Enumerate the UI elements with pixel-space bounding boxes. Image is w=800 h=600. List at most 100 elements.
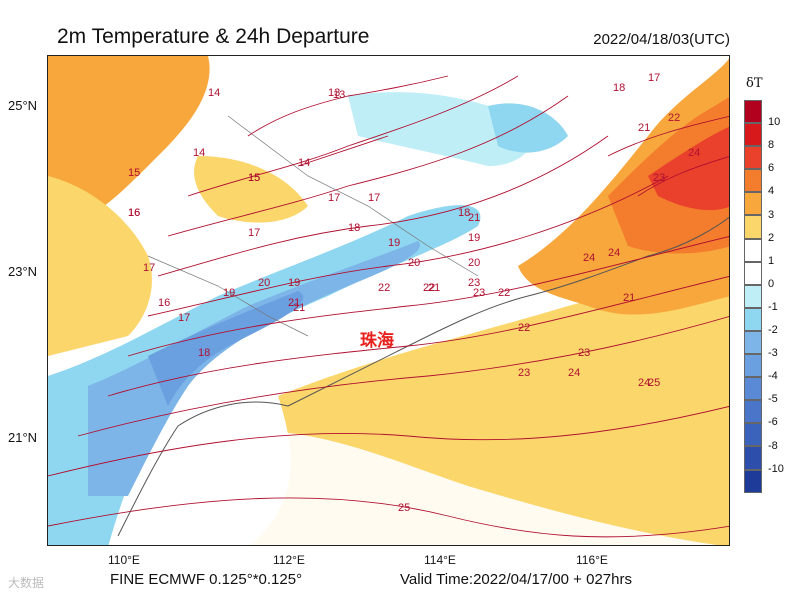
contour-label: 15 (248, 172, 260, 184)
contour-label: 24 (583, 252, 595, 264)
legend-tick-label: 10 (768, 116, 781, 129)
legend-swatch (744, 238, 762, 262)
contour-label: 15 (128, 167, 140, 179)
contour-label: 19 (388, 237, 400, 249)
contour-label: 20 (468, 257, 480, 269)
legend-tick-label: -2 (768, 324, 778, 336)
contour-label: 16 (128, 207, 140, 219)
contour-label: 22 (378, 282, 390, 294)
chart-title: 2m Temperature & 24h Departure (57, 25, 370, 48)
legend-swatch (744, 169, 762, 193)
contour-label: 21 (623, 292, 635, 304)
contour-label: 14 (193, 147, 205, 159)
legend-tick-label: -8 (768, 439, 778, 452)
legend-swatch (744, 261, 762, 285)
contour-label: 22 (668, 112, 680, 124)
lon-label-110: 110°E (108, 553, 140, 567)
legend-swatch (744, 215, 762, 239)
lat-label-25: 25°N (8, 98, 38, 113)
contour-label: 17 (178, 312, 190, 324)
contour-label: 25 (398, 502, 410, 514)
contour-label: 14 (298, 157, 310, 169)
contour-label: 22 (518, 322, 530, 334)
contour-label: 18 (458, 207, 470, 219)
contour-label: 13 (328, 87, 340, 99)
run-datetime: 2022/04/18/03(UTC) (593, 31, 730, 48)
contour-label: 19 (288, 277, 300, 289)
contour-label: 17 (648, 72, 660, 84)
contour-label: 22 (423, 282, 435, 294)
lon-label-114: 114°E (424, 553, 456, 567)
color-legend (744, 100, 762, 493)
legend-swatch (744, 146, 762, 170)
contour-label: 20 (408, 257, 420, 269)
legend-swatch (744, 123, 762, 147)
contour-label: 13 (333, 89, 345, 101)
contour-label: 21 (428, 282, 440, 294)
contour-label: 23 (518, 367, 530, 379)
watermark-text: 大数据 (8, 576, 45, 590)
legend-tick-label: -3 (768, 347, 778, 360)
contour-label: 21 (293, 302, 305, 314)
legend-tick-label: -6 (768, 416, 778, 429)
contour-label: 23 (578, 347, 590, 359)
legend-tick-label: 3 (768, 208, 775, 221)
city-label-zhuhai: 珠海 (360, 331, 394, 350)
contour-label: 24 (688, 147, 700, 159)
contour-label: 14 (208, 87, 220, 99)
legend-tick-label: 6 (768, 162, 775, 175)
contour-label: 17 (143, 262, 155, 274)
legend-swatch (744, 377, 762, 401)
contour-label: 23 (468, 277, 480, 289)
contour-label: 25 (648, 377, 660, 389)
legend-tick-label: 0 (768, 277, 775, 290)
legend-tick-label: 2 (768, 231, 775, 244)
contour-label: 23 (473, 287, 485, 299)
contour-label: 19 (468, 232, 480, 244)
valid-time-label: Valid Time:2022/04/17/00 + 027hrs (400, 571, 632, 588)
contour-label: 21 (638, 122, 650, 134)
lat-label-23: 23°N (8, 264, 38, 279)
contour-label: 24 (568, 367, 580, 379)
legend-swatch (744, 307, 762, 331)
contour-label: 20 (258, 277, 270, 289)
legend-tick-label: -5 (768, 393, 778, 406)
legend-swatch (744, 423, 762, 447)
legend-title: δT (746, 76, 763, 91)
model-label: FINE ECMWF 0.125°*0.125° (110, 571, 303, 588)
legend-swatch (744, 284, 762, 308)
contour-label: 16 (128, 207, 140, 219)
legend-swatch (744, 100, 762, 124)
lat-label-21: 21°N (8, 430, 38, 445)
legend-tick-label: 1 (768, 254, 775, 267)
contour-label: 21 (288, 297, 300, 309)
legend-swatch (744, 354, 762, 378)
contour-label: 21 (468, 212, 480, 224)
contour-label: 24 (638, 377, 650, 389)
legend-tick-label: -1 (768, 300, 778, 313)
legend-tick-label: 8 (768, 139, 775, 152)
legend-tick-label: -10 (768, 462, 784, 475)
contour-label: 15 (248, 172, 260, 184)
map-panel[interactable]: 13 14 14 15 15 16 17 17 18 19 20 21 22 23 24 16 17 18 19 20… (47, 55, 730, 546)
contour-label: 17 (328, 192, 340, 204)
contour-label: 16 (158, 297, 170, 309)
legend-swatch (744, 400, 762, 424)
contour-label: 17 (368, 192, 380, 204)
legend-tick-label: -4 (768, 370, 778, 383)
contour-label: 18 (348, 222, 360, 234)
legend-swatch (744, 446, 762, 470)
contour-label: 18 (198, 347, 210, 359)
contour-label: 23 (653, 172, 665, 184)
lon-label-112: 112°E (273, 553, 305, 567)
contour-label: 17 (248, 227, 260, 239)
legend-swatch (744, 330, 762, 355)
contour-label: 19 (223, 287, 235, 299)
contour-label: 24 (608, 247, 620, 259)
contour-label: 18 (613, 82, 625, 94)
legend-tick-label: 4 (768, 185, 775, 198)
contour-label: 22 (498, 287, 510, 299)
legend-swatch (744, 469, 762, 493)
